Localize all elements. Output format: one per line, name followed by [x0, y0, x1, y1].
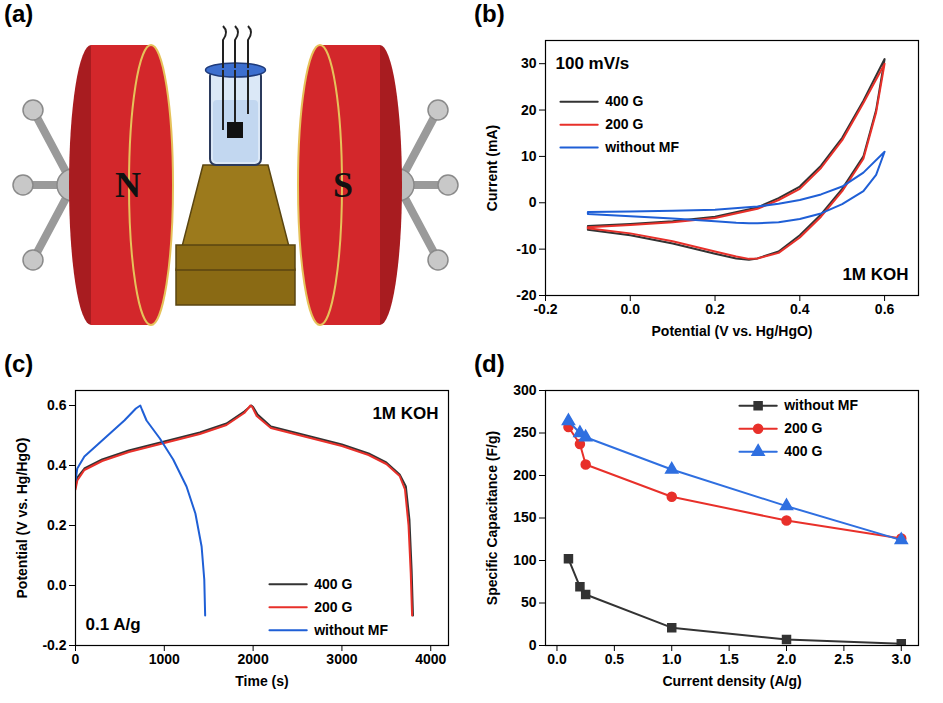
- svg-text:0.4: 0.4: [47, 457, 67, 473]
- svg-text:-10: -10: [516, 241, 536, 257]
- svg-text:0.4: 0.4: [790, 301, 810, 317]
- svg-text:Potential (V vs. Hg/HgO): Potential (V vs. Hg/HgO): [651, 323, 812, 339]
- svg-text:N: N: [115, 165, 141, 205]
- svg-text:-20: -20: [516, 287, 537, 303]
- html-text:(b): (b): [474, 0, 505, 27]
- svg-text:0: 0: [72, 651, 80, 667]
- svg-text:-0.2: -0.2: [42, 637, 66, 653]
- svg-text:200: 200: [513, 467, 537, 483]
- svg-text:0.1 A/g: 0.1 A/g: [86, 615, 141, 634]
- svg-text:2.0: 2.0: [777, 651, 797, 667]
- svg-text:4000: 4000: [415, 651, 446, 667]
- svg-text:S: S: [333, 165, 353, 205]
- svg-text:0.6: 0.6: [47, 397, 67, 413]
- svg-text:Current (mA): Current (mA): [484, 125, 500, 211]
- svg-text:20: 20: [521, 102, 537, 118]
- svg-text:without MF: without MF: [783, 397, 858, 413]
- svg-text:Time (s): Time (s): [235, 673, 288, 689]
- svg-text:2000: 2000: [238, 651, 269, 667]
- svg-text:10: 10: [521, 148, 537, 164]
- svg-text:3000: 3000: [326, 651, 357, 667]
- svg-text:3.0: 3.0: [892, 651, 912, 667]
- svg-text:0.6: 0.6: [875, 301, 895, 317]
- html-text:(c): (c): [4, 350, 34, 377]
- svg-text:0: 0: [529, 637, 537, 653]
- svg-text:100 mV/s: 100 mV/s: [556, 54, 630, 73]
- svg-text:without MF: without MF: [604, 139, 679, 155]
- svg-text:2.5: 2.5: [834, 651, 854, 667]
- svg-text:without MF: without MF: [313, 622, 388, 638]
- svg-text:200 G: 200 G: [314, 599, 352, 615]
- svg-text:Current density (A/g): Current density (A/g): [662, 673, 801, 689]
- svg-text:400 G: 400 G: [605, 93, 643, 109]
- svg-text:1000: 1000: [149, 651, 180, 667]
- svg-text:200 G: 200 G: [784, 420, 822, 436]
- svg-text:0.0: 0.0: [621, 301, 641, 317]
- svg-text:0.0: 0.0: [47, 577, 67, 593]
- svg-text:0.5: 0.5: [605, 651, 625, 667]
- svg-text:300: 300: [513, 382, 537, 398]
- svg-text:Potential (V vs. Hg/HgO): Potential (V vs. Hg/HgO): [14, 437, 30, 598]
- svg-text:1M KOH: 1M KOH: [842, 265, 908, 284]
- svg-text:100: 100: [513, 552, 537, 568]
- svg-text:1.0: 1.0: [662, 651, 682, 667]
- svg-text:-0.2: -0.2: [533, 301, 557, 317]
- svg-text:50: 50: [521, 594, 537, 610]
- svg-text:1M KOH: 1M KOH: [372, 404, 438, 423]
- svg-text:1.5: 1.5: [719, 651, 739, 667]
- svg-text:0.2: 0.2: [47, 517, 67, 533]
- svg-text:30: 30: [521, 55, 537, 71]
- html-text:(d): (d): [474, 350, 505, 377]
- svg-text:0.2: 0.2: [705, 301, 725, 317]
- svg-text:400 G: 400 G: [784, 443, 822, 459]
- svg-text:0.0: 0.0: [547, 651, 567, 667]
- svg-text:400 G: 400 G: [314, 576, 352, 592]
- svg-text:0: 0: [529, 194, 537, 210]
- svg-text:250: 250: [513, 424, 537, 440]
- svg-text:150: 150: [513, 509, 537, 525]
- svg-text:Specific Capacitance (F/g): Specific Capacitance (F/g): [484, 431, 500, 605]
- html-text:(a): (a): [4, 0, 34, 27]
- svg-text:200 G: 200 G: [605, 116, 643, 132]
